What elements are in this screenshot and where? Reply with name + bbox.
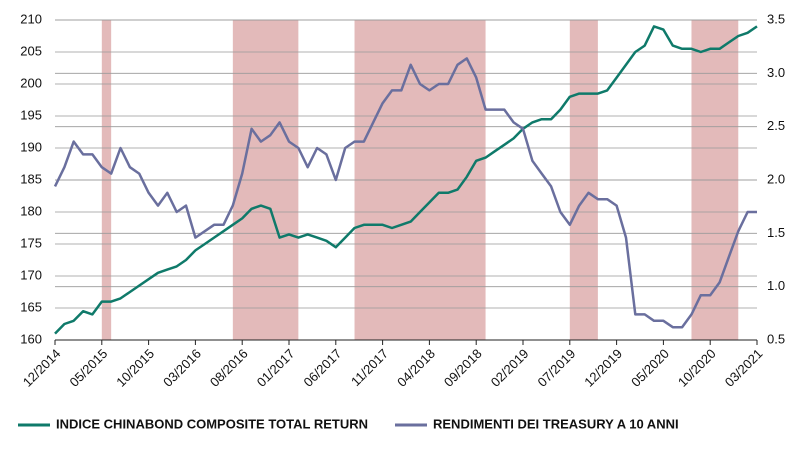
y-tick-label: 165 xyxy=(20,299,42,314)
x-tick-label: 04/2018 xyxy=(394,346,438,390)
legend-label: INDICE CHINABOND COMPOSITE TOTAL RETURN xyxy=(56,416,368,431)
y-tick-label: 180 xyxy=(20,203,42,218)
y2-tick-label: 2.0 xyxy=(767,171,785,186)
y-tick-label: 195 xyxy=(20,107,42,122)
y2-tick-label: 3.5 xyxy=(767,11,785,26)
series-line xyxy=(54,25,758,335)
y2-tick-label: 0.5 xyxy=(767,331,785,346)
x-tick-label: 05/2015 xyxy=(67,346,111,390)
y2-tick-label: 1.5 xyxy=(767,225,785,240)
y2-tick-label: 3.0 xyxy=(767,65,785,80)
x-tick-label: 12/2014 xyxy=(20,346,64,390)
x-tick-label: 03/2016 xyxy=(160,346,204,390)
y2-tick-label: 2.5 xyxy=(767,118,785,133)
y-tick-label: 205 xyxy=(20,43,42,58)
x-tick-label: 08/2016 xyxy=(207,346,251,390)
y-tick-label: 190 xyxy=(20,139,42,154)
y-tick-label: 185 xyxy=(20,171,42,186)
x-tick-label: 12/2019 xyxy=(581,346,625,390)
y-tick-label: 175 xyxy=(20,235,42,250)
y-tick-label: 200 xyxy=(20,75,42,90)
x-tick-label: 10/2020 xyxy=(675,346,719,390)
y-tick-label: 210 xyxy=(20,11,42,26)
x-tick-label: 05/2020 xyxy=(628,346,672,390)
x-tick-label: 01/2017 xyxy=(254,346,298,390)
x-tick-label: 07/2019 xyxy=(535,346,579,390)
legend-label: RENDIMENTI DEI TREASURY A 10 ANNI xyxy=(433,416,679,431)
marks xyxy=(53,25,758,335)
x-tick-label: 10/2015 xyxy=(113,346,157,390)
x-tick-label: 06/2017 xyxy=(301,346,345,390)
x-tick-label: 02/2019 xyxy=(488,346,532,390)
series-line xyxy=(53,57,757,329)
x-tick-label: 11/2017 xyxy=(348,346,391,389)
x-tick-label: 03/2021 xyxy=(722,346,766,390)
x-tick-label: 09/2018 xyxy=(441,346,485,390)
y-tick-label: 170 xyxy=(20,267,42,282)
y-tick-label: 160 xyxy=(20,331,42,346)
y2-tick-label: 1.0 xyxy=(767,278,785,293)
